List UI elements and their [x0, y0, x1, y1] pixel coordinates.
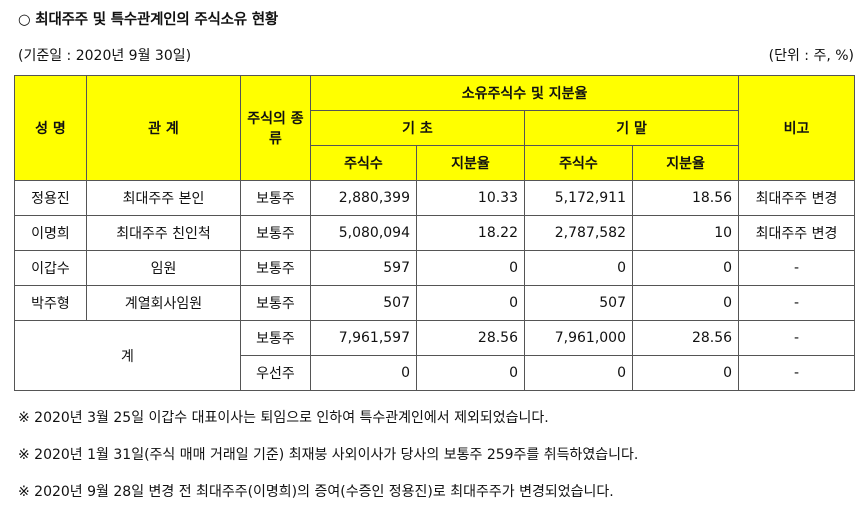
- cell-stock-type: 보통주: [240, 215, 311, 251]
- header-beginning: 기 초: [310, 110, 525, 146]
- cell-relation: 최대주주 본인: [86, 180, 241, 216]
- header-stock-type: 주식의 종류: [240, 75, 311, 181]
- cell-begin-ratio: 0: [416, 285, 525, 321]
- cell-stock-type: 우선주: [240, 355, 311, 391]
- cell-begin-shares: 597: [310, 250, 417, 286]
- cell-stock-type: 보통주: [240, 180, 311, 216]
- footnote: ※ 2020년 3월 25일 이갑수 대표이사는 퇴임으로 인하여 특수관계인에…: [18, 410, 549, 426]
- total-row: 계 보통주 7,961,597 28.56 7,961,000 28.56 -: [14, 320, 856, 391]
- header-row: 주식수 지분율 주식수 지분율: [15, 145, 855, 181]
- header-end-ratio: 지분율: [631, 145, 740, 181]
- table-row: 박주형 계열회사임원 보통주 507 0 507 0 -: [14, 285, 856, 321]
- cell-end-shares: 5,172,911: [524, 180, 633, 216]
- header-row: 기 초 기 말: [15, 110, 855, 146]
- header-ending: 기 말: [523, 110, 740, 146]
- cell-end-shares: 0: [524, 250, 633, 286]
- section-title: ○ 최대주주 및 특수관계인의 주식소유 현황: [18, 12, 279, 28]
- cell-begin-ratio: 0: [416, 355, 525, 391]
- cell-end-shares: 507: [524, 285, 633, 321]
- cell-begin-shares: 2,880,399: [310, 180, 417, 216]
- cell-name: 박주형: [14, 285, 87, 321]
- shareholding-table: 성 명 관 계 주식의 종류 소유주식수 및 지분율 비고 기 초 기 말 주식…: [14, 75, 856, 391]
- cell-begin-ratio: 10.33: [416, 180, 525, 216]
- header-relation: 관 계: [86, 75, 241, 181]
- cell-name: 정용진: [14, 180, 87, 216]
- cell-end-ratio: 0: [631, 250, 740, 286]
- cell-end-ratio: 0: [631, 285, 740, 321]
- cell-begin-ratio: 0: [416, 250, 525, 286]
- cell-end-ratio: 10: [631, 215, 740, 251]
- header-name: 성 명: [14, 75, 87, 181]
- cell-relation: 계열회사임원: [86, 285, 241, 321]
- cell-end-ratio: 0: [631, 355, 740, 391]
- cell-end-shares: 7,961,000: [524, 320, 633, 356]
- header-row: 성 명 관 계 주식의 종류 소유주식수 및 지분율 비고: [14, 75, 856, 181]
- cell-stock-type: 보통주: [240, 285, 311, 321]
- unit-label: (단위 : 주, %): [768, 48, 854, 64]
- cell-remarks: -: [738, 355, 856, 391]
- header-end-shares: 주식수: [524, 145, 633, 181]
- cell-end-ratio: 28.56: [631, 320, 740, 356]
- cell-begin-shares: 507: [310, 285, 417, 321]
- cell-end-shares: 0: [524, 355, 633, 391]
- base-date: (기준일 : 2020년 9월 30일): [18, 48, 192, 64]
- header-remarks: 비고: [738, 75, 856, 181]
- table-row: 정용진 최대주주 본인 보통주 2,880,399 10.33 5,172,91…: [14, 180, 856, 216]
- cell-relation: 최대주주 친인척: [86, 215, 241, 251]
- table-row: 이명희 최대주주 친인척 보통주 5,080,094 18.22 2,787,5…: [14, 215, 856, 251]
- header-begin-shares: 주식수: [310, 145, 417, 181]
- footnote: ※ 2020년 1월 31일(주식 매매 거래일 기준) 최재붕 사외이사가 당…: [18, 447, 639, 463]
- cell-begin-shares: 0: [310, 355, 417, 391]
- header-begin-ratio: 지분율: [416, 145, 525, 181]
- cell-remarks: -: [738, 285, 856, 321]
- table-row: 이갑수 임원 보통주 597 0 0 0 -: [14, 250, 856, 286]
- cell-begin-ratio: 28.56: [416, 320, 525, 356]
- total-row: 우선주 0 0 0 0 -: [15, 355, 856, 391]
- cell-begin-shares: 7,961,597: [310, 320, 417, 356]
- cell-stock-type: 보통주: [240, 250, 311, 286]
- header-ownership: 소유주식수 및 지분율: [309, 75, 740, 111]
- cell-end-shares: 2,787,582: [524, 215, 633, 251]
- cell-stock-type: 보통주: [240, 320, 311, 356]
- cell-remarks: 최대주주 변경: [738, 215, 856, 251]
- cell-name: 이명희: [14, 215, 87, 251]
- cell-remarks: -: [738, 320, 856, 356]
- cell-end-ratio: 18.56: [631, 180, 740, 216]
- cell-relation: 임원: [86, 250, 241, 286]
- cell-begin-ratio: 18.22: [416, 215, 525, 251]
- cell-remarks: -: [738, 250, 856, 286]
- cell-name: 이갑수: [14, 250, 87, 286]
- cell-remarks: 최대주주 변경: [738, 180, 856, 216]
- total-label: 계: [14, 320, 241, 391]
- footnote: ※ 2020년 9월 28일 변경 전 최대주주(이명희)의 증여(수증인 정용…: [18, 484, 614, 500]
- cell-begin-shares: 5,080,094: [310, 215, 417, 251]
